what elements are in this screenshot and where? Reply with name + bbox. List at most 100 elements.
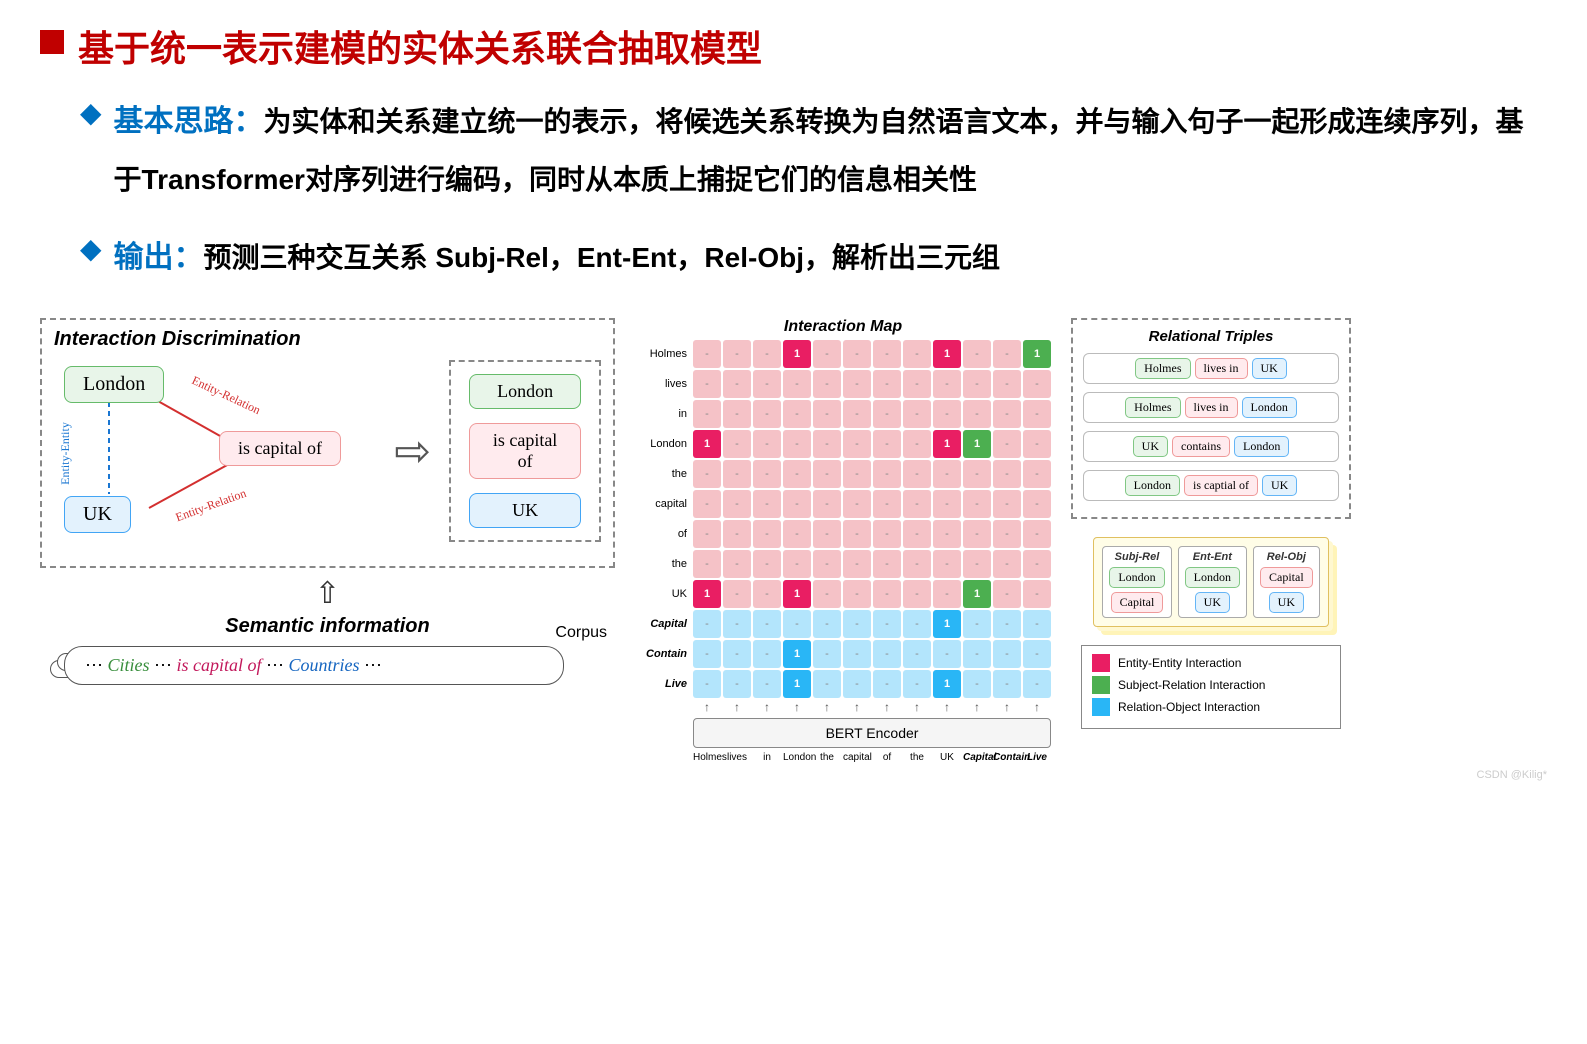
imap-cell: - — [753, 670, 781, 698]
imap-cell: - — [873, 550, 901, 578]
interact-chip: London — [1185, 567, 1240, 588]
imap-cell: - — [783, 610, 811, 638]
imap-cell: - — [1023, 580, 1051, 608]
imap-cell: - — [993, 430, 1021, 458]
triple-row: Holmeslives inUK — [1083, 353, 1339, 384]
out-london: London — [469, 374, 581, 409]
triples-title: Relational Triples — [1083, 328, 1339, 345]
up-arrow-icon: ↑ — [933, 700, 961, 714]
interact-chip: London — [1109, 567, 1164, 588]
imap-cell: - — [753, 460, 781, 488]
imap-cell: - — [903, 460, 931, 488]
corpus-label: Corpus — [555, 624, 607, 642]
imap-cell: - — [903, 610, 931, 638]
imap-cell: - — [963, 370, 991, 398]
imap-cell: - — [813, 640, 841, 668]
imap-row-label: Contain — [635, 640, 691, 668]
red-square-bullet-icon — [40, 30, 64, 54]
imap-cell: 1 — [1023, 340, 1051, 368]
token-label: Contain — [993, 752, 1021, 763]
imap-cell: - — [783, 520, 811, 548]
imap-cell: - — [903, 490, 931, 518]
imap-cell: - — [933, 370, 961, 398]
imap-cell: - — [753, 340, 781, 368]
legend-row: Entity-Entity Interaction — [1092, 654, 1330, 672]
imap-cell: - — [843, 670, 871, 698]
imap-cell: - — [843, 340, 871, 368]
entity-london: London — [64, 366, 164, 403]
imap-cell: - — [873, 340, 901, 368]
imap-row-label: in — [635, 400, 691, 428]
imap-cell: - — [693, 460, 721, 488]
triple-chip: UK — [1262, 475, 1297, 496]
interaction-columns-box: Subj-RelLondonCapitalEnt-EntLondonUKRel-… — [1093, 537, 1328, 627]
token-label: the — [813, 752, 841, 763]
legend-label: Relation-Object Interaction — [1118, 700, 1260, 714]
token-label: the — [903, 752, 931, 763]
imap-row-label: the — [635, 550, 691, 578]
imap-cell: - — [933, 520, 961, 548]
bert-encoder-box: BERT Encoder — [693, 718, 1051, 748]
imap-cell: - — [1023, 370, 1051, 398]
imap-cell: - — [843, 430, 871, 458]
imap-cell: - — [933, 580, 961, 608]
imap-cell: - — [693, 370, 721, 398]
triple-chip: lives in — [1195, 358, 1248, 379]
up-arrow-icon: ↑ — [903, 700, 931, 714]
imap-cell: - — [873, 580, 901, 608]
imap-cell: - — [873, 490, 901, 518]
triple-chip: Holmes — [1135, 358, 1190, 379]
up-arrow-icon: ↑ — [783, 700, 811, 714]
imap-cell: - — [1023, 640, 1051, 668]
corpus-stack: Corpus ⋯ Cities ⋯ is capital of ⋯ Countr… — [40, 646, 615, 710]
up-arrow-icon: ↑ — [993, 700, 1021, 714]
imap-row-label: London — [635, 430, 691, 458]
imap-row-label: Live — [635, 670, 691, 698]
imap-cell: - — [813, 340, 841, 368]
triple-row: UKcontainsLondon — [1083, 431, 1339, 462]
triple-row: Londonis captial ofUK — [1083, 470, 1339, 501]
up-arrow-icon: ↑ — [963, 700, 991, 714]
token-label: capital — [843, 752, 871, 763]
left-panel: Interaction Discrimination London UK is … — [40, 318, 615, 763]
imap-cell: - — [873, 430, 901, 458]
imap-cell: - — [783, 550, 811, 578]
imap-cell: - — [753, 490, 781, 518]
imap-cell: 1 — [963, 580, 991, 608]
imap-cell: - — [723, 670, 751, 698]
imap-cell: - — [813, 490, 841, 518]
entity-uk: UK — [64, 496, 131, 533]
token-label: London — [783, 752, 811, 763]
disc-output-column: London is capital of UK — [449, 360, 601, 542]
imap-cell: - — [1023, 490, 1051, 518]
imap-cell: - — [753, 580, 781, 608]
legend-box: Entity-Entity InteractionSubject-Relatio… — [1081, 645, 1341, 729]
triple-row: Holmeslives inLondon — [1083, 392, 1339, 423]
triples-column: Relational Triples Holmeslives inUKHolme… — [1061, 318, 1361, 763]
imap-cell: - — [933, 490, 961, 518]
imap-cell: - — [903, 340, 931, 368]
imap-cell: - — [843, 370, 871, 398]
interact-chip: UK — [1195, 592, 1230, 613]
imap-cell: - — [963, 490, 991, 518]
triple-chip: UK — [1133, 436, 1168, 457]
imap-cell: - — [933, 400, 961, 428]
disc-graph: London UK is capital of Entity-Entity En… — [54, 356, 376, 546]
legend-swatch-icon — [1092, 698, 1110, 716]
imap-cell: - — [723, 490, 751, 518]
legend-label: Entity-Entity Interaction — [1118, 656, 1241, 670]
imap-cell: - — [813, 610, 841, 638]
imap-cell: - — [723, 640, 751, 668]
bullet-1-label: 基本思路： — [114, 105, 264, 138]
imap-cell: - — [813, 370, 841, 398]
imap-cell: 1 — [963, 430, 991, 458]
imap-cell: - — [1023, 400, 1051, 428]
imap-cell: - — [693, 640, 721, 668]
interact-col-ee: Ent-EntLondonUK — [1178, 546, 1247, 618]
imap-row-label: of — [635, 520, 691, 548]
imap-cell: - — [783, 370, 811, 398]
imap-cell: - — [693, 670, 721, 698]
imap-cell: - — [933, 640, 961, 668]
title-row: 基于统一表示建模的实体关系联合抽取模型 — [40, 20, 1547, 72]
token-label: Live — [1023, 752, 1051, 763]
